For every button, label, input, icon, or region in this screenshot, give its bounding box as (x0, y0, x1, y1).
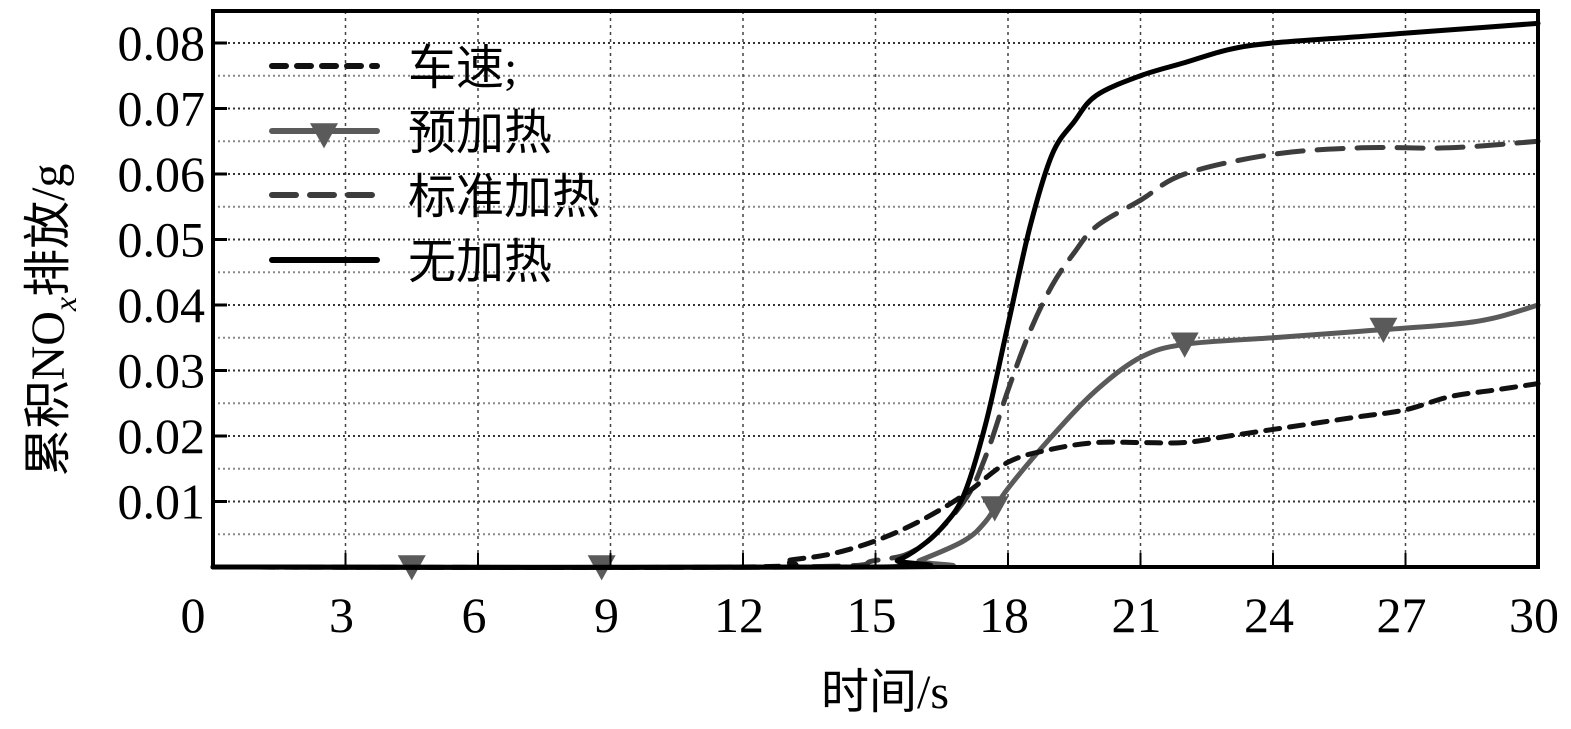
x-tick-label: 12 (714, 587, 764, 643)
x-tick-label: 27 (1377, 587, 1427, 643)
y-axis-title: 累积NOx排放/g (22, 164, 83, 477)
x-tick-label: 9 (594, 587, 619, 643)
x-axis-tick-labels: 0 3 6 9 12 15 18 21 24 27 30 (181, 587, 1560, 643)
x-tick-label: 6 (462, 587, 487, 643)
series-line (210, 381, 1541, 570)
legend-label: 标准加热 (408, 171, 600, 224)
y-tick-label: 0.08 (118, 15, 206, 71)
x-tick-label: 15 (847, 587, 897, 643)
grid-lines (213, 11, 1538, 567)
y-axis-title-subscript: x (47, 297, 83, 312)
triangle-marker-icon (980, 496, 1009, 522)
legend-triangle-marker-icon (310, 123, 338, 149)
x-tick-label: 24 (1244, 587, 1294, 643)
x-tick-label: 21 (1112, 587, 1162, 643)
triangle-marker-icon (1369, 317, 1398, 343)
x-tick-label: 30 (1509, 587, 1559, 643)
x-tick-label: 3 (329, 587, 354, 643)
legend-label: 无加热 (408, 236, 552, 289)
x-tick-label: 18 (979, 587, 1029, 643)
triangle-marker-icon (1170, 332, 1199, 358)
y-tick-label: 0.01 (118, 474, 206, 530)
legend-label: 车速; (408, 42, 517, 95)
y-tick-label: 0.02 (118, 408, 206, 464)
series-0 (210, 381, 1541, 570)
x-axis-title: 时间/s (821, 666, 949, 719)
x-tick-label: 0 (181, 587, 206, 643)
series-line (210, 20, 1541, 570)
series-3 (210, 20, 1541, 570)
series-1 (210, 302, 1541, 581)
y-tick-label: 0.05 (118, 212, 206, 268)
y-tick-label: 0.06 (118, 146, 206, 202)
y-tick-label: 0.03 (118, 343, 206, 399)
y-axis-title-prefix: 累积NO (22, 311, 75, 476)
legend-label: 预加热 (408, 107, 552, 160)
y-tick-label: 0.04 (118, 277, 206, 333)
y-axis-title-suffix: 排放/g (22, 164, 75, 297)
y-tick-label: 0.07 (118, 81, 206, 137)
y-axis-tick-labels: 0.01 0.02 0.03 0.04 0.05 0.06 0.07 0.08 (118, 15, 206, 530)
axis-ticks (212, 41, 1539, 567)
